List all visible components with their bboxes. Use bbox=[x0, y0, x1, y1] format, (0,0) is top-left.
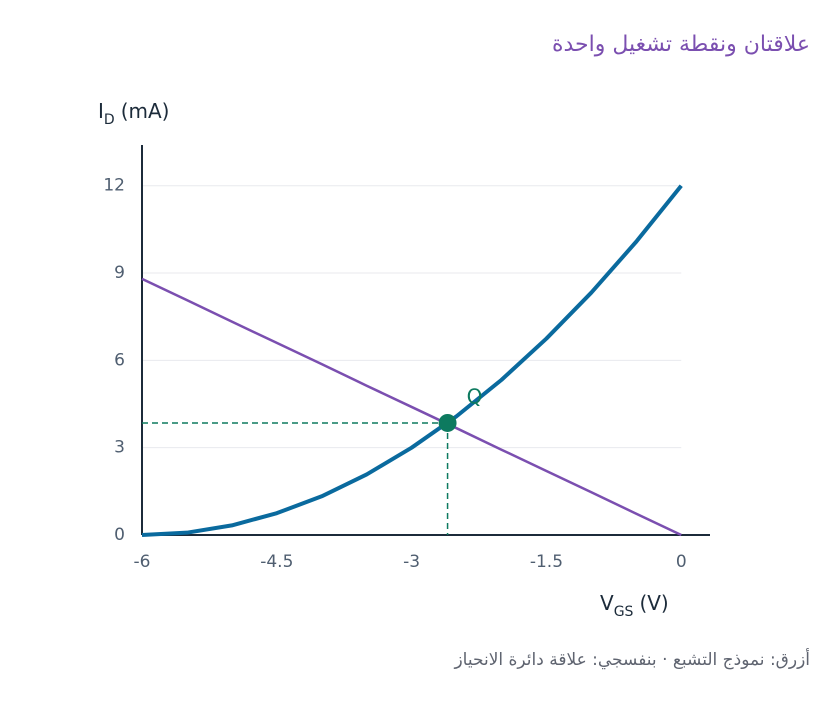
y-tick-label: 3 bbox=[114, 438, 125, 458]
y-label-main: I bbox=[98, 99, 104, 123]
q-point bbox=[438, 413, 457, 432]
y-tick-label: 0 bbox=[114, 525, 125, 545]
chart-title: علاقتان ونقطة تشغيل واحدة bbox=[551, 32, 810, 57]
y-tick-label: 6 bbox=[114, 350, 125, 370]
y-axis-label: ID (mA) bbox=[98, 99, 169, 129]
x-axis-label: VGS (V) bbox=[600, 591, 669, 621]
series-line bbox=[141, 277, 682, 537]
x-label-sub: GS bbox=[614, 604, 634, 620]
y-tick-label: 12 bbox=[103, 176, 125, 196]
x-label-unit: (V) bbox=[639, 591, 668, 615]
y-label-sub: D bbox=[104, 112, 115, 128]
q-label: Q bbox=[467, 384, 483, 408]
caption: أزرق: نموذج التشبع · بنفسجي: علاقة دائرة… bbox=[454, 650, 810, 670]
y-label-unit: (mA) bbox=[121, 99, 170, 123]
series-line bbox=[141, 184, 683, 537]
y-tick-label: 9 bbox=[114, 263, 125, 283]
x-tick-label: -3 bbox=[403, 552, 420, 572]
x-tick-label: -6 bbox=[134, 552, 151, 572]
x-tick-label: -4.5 bbox=[260, 552, 293, 572]
x-tick-label: 0 bbox=[676, 552, 687, 572]
x-tick-label: -1.5 bbox=[530, 552, 563, 572]
x-label-main: V bbox=[600, 591, 614, 615]
